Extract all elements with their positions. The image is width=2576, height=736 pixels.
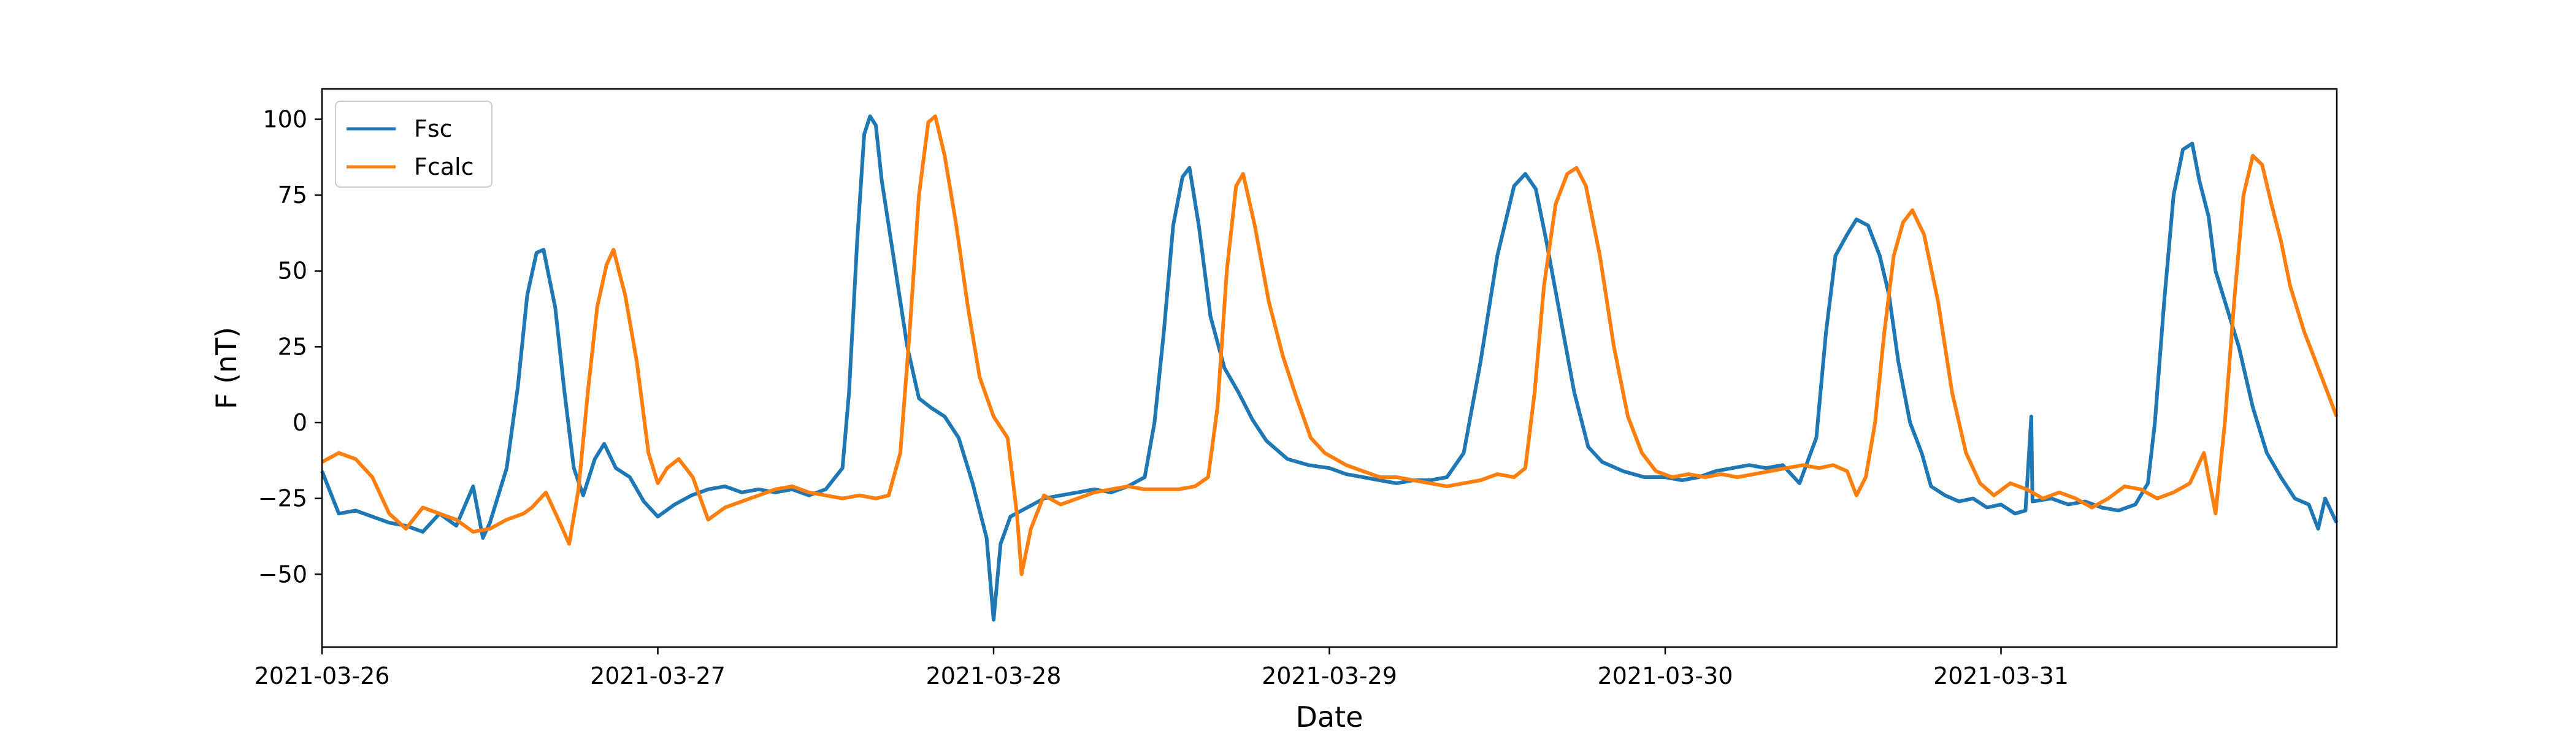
x-tick-label: 2021-03-28 <box>926 662 1062 689</box>
x-axis: 2021-03-26 2021-03-27 2021-03-28 2021-03-29… <box>255 647 2069 689</box>
x-tick-label: 2021-03-30 <box>1598 662 1733 689</box>
y-tick-label: 100 <box>263 105 307 132</box>
series-layer <box>320 114 2339 622</box>
y-tick-label: 0 <box>293 409 307 436</box>
y-tick-label: −50 <box>258 561 307 588</box>
y-axis-label: F (nT) <box>210 327 243 409</box>
x-tick-label: 2021-03-27 <box>590 662 726 689</box>
x-axis-label: Date <box>1296 700 1363 734</box>
series-line-fsc <box>320 114 2339 622</box>
y-tick-label: 75 <box>278 182 307 209</box>
legend-label-fsc: Fsc <box>414 115 453 142</box>
series-line-fcalc <box>321 114 2339 577</box>
legend-label-fcalc: Fcalc <box>414 153 474 180</box>
x-tick-label: 2021-03-31 <box>1933 662 2069 689</box>
x-tick-label: 2021-03-29 <box>1262 662 1397 689</box>
y-tick-label: 50 <box>278 258 307 285</box>
legend: Fsc Fcalc <box>335 101 493 188</box>
plot-frame <box>321 88 2338 648</box>
x-tick-label: 2021-03-26 <box>255 662 390 689</box>
y-tick-label: 25 <box>278 333 307 360</box>
y-axis: 100 75 50 25 0 −25 −50 <box>258 105 322 588</box>
y-tick-label: −25 <box>258 485 307 512</box>
